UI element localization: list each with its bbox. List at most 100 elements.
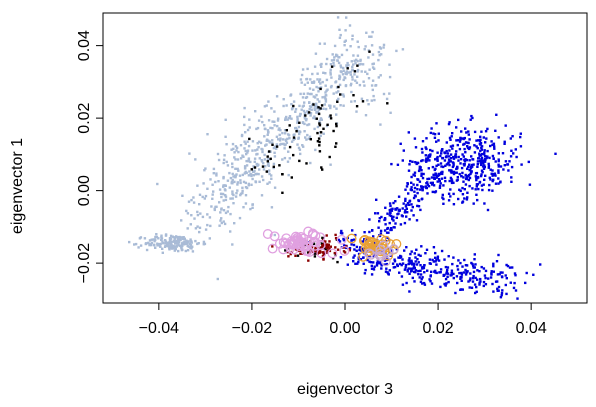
data-point [432,173,435,176]
data-point [463,188,466,191]
data-point [416,183,419,187]
data-point [249,207,252,211]
data-point [448,169,451,172]
data-point [434,260,437,263]
data-point [344,29,347,32]
data-point [321,80,324,84]
data-point [445,149,448,153]
data-point [201,195,204,199]
data-point [401,262,405,265]
data-point [236,183,239,186]
data-point [448,179,451,183]
data-point [372,94,375,98]
data-point [420,159,423,163]
data-point [398,208,401,211]
data-point [270,177,273,180]
data-point [461,288,464,291]
data-point [333,56,336,59]
data-point [419,166,422,169]
data-point [318,144,321,147]
data-point [447,158,451,161]
data-point [412,270,416,274]
y-tick-label: 0.02 [76,102,93,133]
data-point [463,160,467,163]
data-point [385,97,389,101]
data-point [196,225,199,228]
data-point [257,119,261,122]
data-point [448,163,451,167]
data-point [383,217,387,220]
data-point [173,249,176,252]
data-point [194,227,198,230]
data-point [342,78,345,82]
data-point [458,172,461,176]
data-point [344,39,347,42]
data-point [510,176,513,179]
data-point [316,140,320,143]
data-point [255,162,259,166]
data-point [264,165,267,168]
data-point [455,167,458,171]
data-point [209,224,212,228]
y-axis: −0.020.000.020.04 [76,30,104,283]
data-point [377,226,380,229]
data-point [322,127,325,130]
data-point [416,188,419,191]
data-point [455,139,458,142]
data-point [491,179,494,183]
data-point [308,135,312,138]
data-point [322,71,325,74]
data-point [460,174,463,178]
data-point [475,290,478,293]
data-point [442,197,445,201]
data-point [432,260,435,263]
data-point [325,78,329,82]
data-point [293,137,296,140]
data-point [406,202,410,205]
data-point [474,276,477,280]
data-point [462,271,466,274]
data-point [404,199,407,202]
data-point [192,201,196,204]
data-point [436,151,439,154]
data-point [416,191,419,195]
data-point [450,178,453,181]
data-point [342,237,345,241]
data-point [472,270,476,274]
data-point [234,174,237,177]
data-point [401,258,404,261]
data-point [359,249,363,252]
data-point [481,170,484,174]
data-point [150,238,153,241]
data-point [417,178,420,181]
data-point [477,176,480,179]
data-point [426,183,430,186]
data-point [327,246,330,249]
data-point [211,183,214,186]
data-point [326,243,329,246]
data-point [287,150,290,153]
data-point [215,174,218,177]
data-point [461,153,464,156]
data-point [401,207,404,210]
data-point [432,184,436,187]
data-point [273,233,276,237]
data-point [316,131,319,135]
data-point [304,247,315,257]
data-point [296,143,299,146]
data-point [434,256,437,259]
data-point [358,63,361,66]
data-point [481,188,484,192]
data-point [157,237,160,240]
data-point [227,205,230,209]
data-point [504,274,507,277]
data-point [265,170,268,173]
data-point [465,198,469,201]
data-point [251,206,254,209]
data-point [388,269,391,272]
data-point [304,136,307,139]
data-point [357,45,360,49]
data-point [143,237,147,240]
data-point [330,65,334,68]
data-point [388,211,392,214]
